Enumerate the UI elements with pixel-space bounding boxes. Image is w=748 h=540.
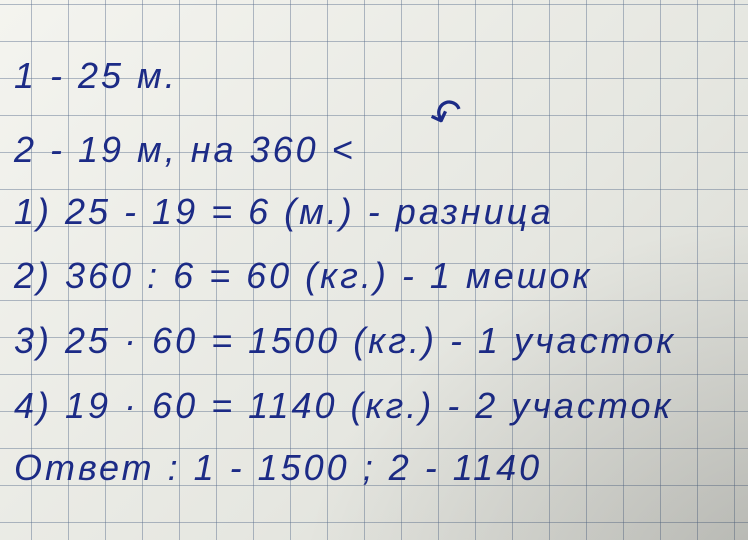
given-line-2: 2 - 19 м, на 360 < [14,129,356,170]
step-4: 4) 19 · 60 = 1140 (кг.) - 2 участок [14,385,674,426]
step-2: 2) 360 : 6 = 60 (кг.) - 1 мешок [14,255,593,296]
step-1: 1) 25 - 19 = 6 (м.) - разница [14,191,554,232]
step-3: 3) 25 · 60 = 1500 (кг.) - 1 участок [14,320,677,361]
curved-arrow-icon: ↶ [423,88,471,142]
given-line-1: 1 - 25 м. [14,55,178,96]
answer-line: Ответ : 1 - 1500 ; 2 - 1140 [14,447,543,488]
